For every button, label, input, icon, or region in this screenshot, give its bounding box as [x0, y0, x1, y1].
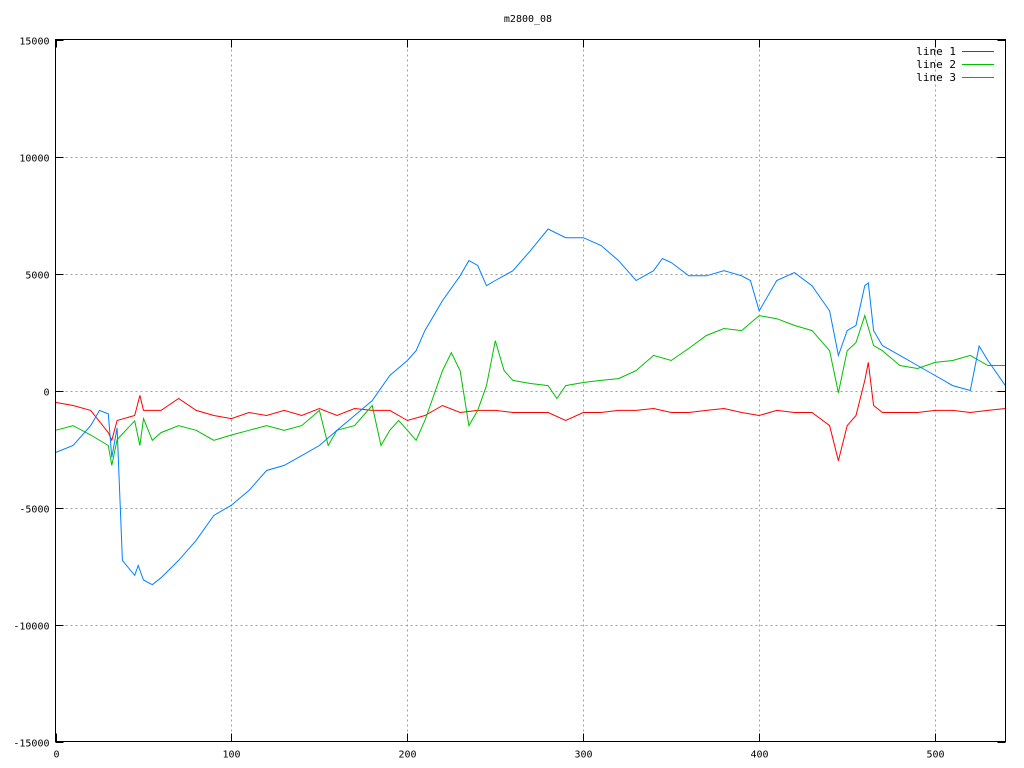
series-line-1 — [55, 362, 1006, 461]
x-tick-label: 300 — [574, 750, 592, 761]
y-tick-label: -5000 — [19, 505, 49, 516]
series-group — [55, 228, 1006, 586]
grid — [55, 39, 1006, 742]
y-tick-label: -10000 — [13, 622, 49, 633]
x-tick-label: 100 — [222, 750, 240, 761]
y-tick-label: 15000 — [19, 37, 49, 48]
series-line-3 — [55, 228, 1006, 586]
y-tick-label: 5000 — [25, 271, 49, 282]
plot-frame — [55, 39, 1006, 742]
chart-title: m2800_08 — [504, 14, 552, 25]
y-tick-label: -15000 — [13, 739, 49, 750]
legend-label: line 3 — [916, 71, 956, 84]
axis-ticks: -15000 -10000 -5000 0 5000 10000 15000 0 100 200 3… — [13, 37, 1006, 761]
x-tick-label: 500 — [926, 750, 944, 761]
y-tick-label: 0 — [43, 388, 49, 399]
y-tick-label: 10000 — [19, 154, 49, 165]
legend-label: line 2 — [916, 58, 956, 71]
legend-label: line 1 — [916, 45, 956, 58]
series-line-2 — [55, 313, 1006, 466]
x-tick-label: 200 — [398, 750, 416, 761]
x-tick-label: 400 — [750, 750, 768, 761]
x-tick-label: 0 — [53, 750, 59, 761]
